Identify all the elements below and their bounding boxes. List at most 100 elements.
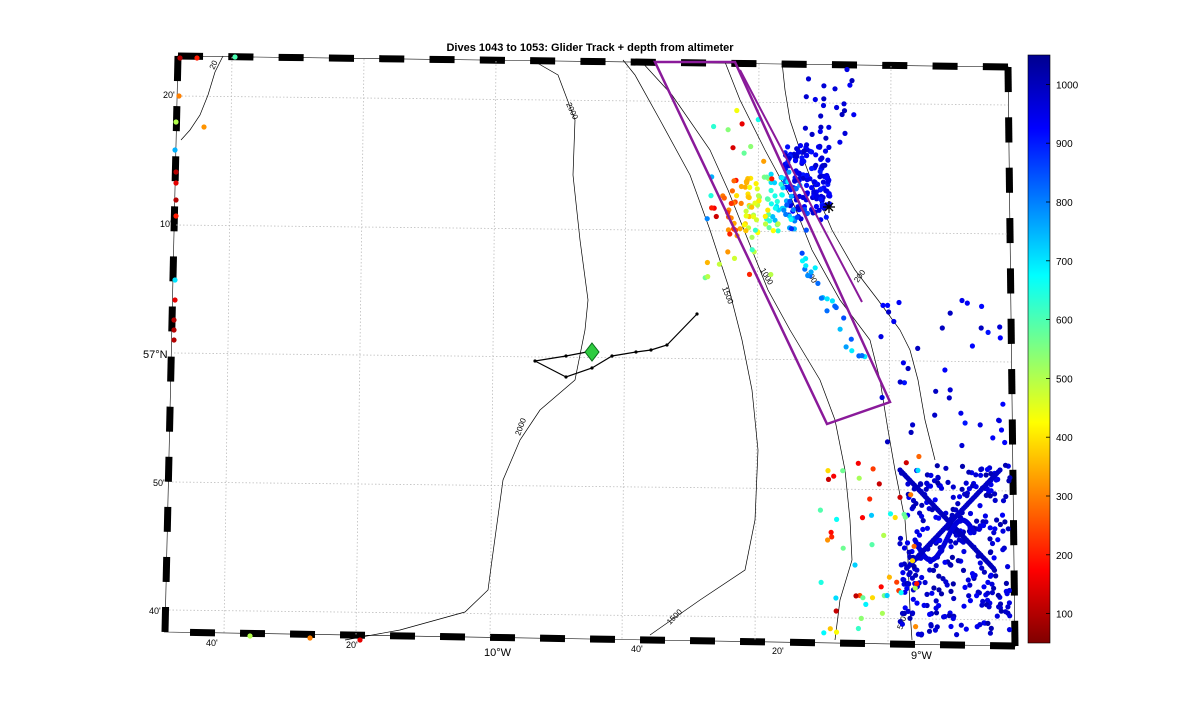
depth-point [749, 204, 755, 210]
depth-point [946, 613, 952, 619]
depth-point [992, 497, 998, 503]
depth-point [815, 280, 821, 286]
depth-point [822, 148, 829, 154]
depth-point [833, 629, 840, 635]
svg-text:10': 10' [160, 219, 172, 229]
depth-point [978, 472, 984, 478]
depth-point [814, 193, 820, 199]
depth-point [779, 192, 785, 198]
depth-point [829, 534, 835, 540]
depth-point [794, 153, 800, 159]
depth-point [713, 213, 719, 220]
depth-point [827, 626, 833, 632]
depth-point [991, 585, 997, 591]
depth-point [870, 466, 876, 472]
depth-point [983, 492, 989, 498]
depth-point [906, 549, 912, 555]
depth-point [942, 559, 948, 565]
depth-point [923, 486, 929, 492]
depth-point [818, 113, 824, 119]
depth-point [933, 388, 939, 394]
depth-point [989, 540, 996, 547]
depth-point [844, 66, 850, 73]
svg-text:50': 50' [153, 478, 165, 488]
depth-point [910, 596, 916, 602]
depth-point [904, 565, 910, 571]
depth-point [809, 185, 815, 191]
depth-point [962, 584, 968, 591]
depth-point [171, 327, 177, 333]
depth-point [903, 460, 909, 466]
depth-point [774, 198, 780, 205]
depth-point [914, 529, 920, 535]
depth-point [941, 614, 947, 620]
depth-point [770, 228, 776, 234]
depth-point [721, 195, 727, 201]
depth-point [819, 204, 825, 210]
depth-point [945, 479, 951, 485]
depth-point [992, 526, 998, 532]
depth-point [943, 465, 949, 471]
depth-point [1000, 401, 1006, 407]
depth-point [725, 127, 731, 133]
bathymetry-contours [180, 55, 936, 641]
depth-point [172, 297, 178, 303]
depth-point [900, 570, 906, 576]
depth-point [812, 96, 818, 103]
depth-point [734, 107, 740, 114]
depth-point [1006, 587, 1013, 594]
depth-point [171, 337, 177, 343]
depth-point [828, 529, 834, 535]
depth-point [947, 387, 953, 393]
depth-point [919, 513, 925, 519]
depth-point [738, 183, 745, 190]
depth-point [947, 561, 953, 568]
depth-point [775, 221, 781, 227]
depth-point [994, 613, 1000, 619]
depth-point [900, 576, 906, 583]
depth-point [916, 453, 922, 460]
depth-point [855, 460, 861, 466]
depth-point [914, 567, 920, 573]
depth-point [995, 537, 1001, 543]
depth-point [709, 205, 715, 211]
depth-point [894, 579, 900, 585]
depth-point [784, 202, 790, 208]
depth-point [915, 631, 922, 637]
depth-point [731, 178, 737, 184]
depth-point [826, 191, 832, 197]
depth-point [996, 417, 1002, 423]
depth-point [808, 269, 814, 275]
depth-point [898, 590, 904, 596]
asterisk-icon [823, 201, 835, 213]
depth-point [919, 502, 925, 508]
depth-point [1000, 547, 1006, 553]
depth-point [938, 591, 945, 597]
depth-point [817, 128, 823, 135]
depth-point [909, 558, 916, 564]
depth-point [172, 147, 178, 153]
depth-point [906, 571, 912, 578]
depth-point [997, 335, 1003, 341]
depth-point [788, 193, 795, 199]
depth-point [938, 485, 945, 491]
depth-point [879, 610, 886, 616]
depth-point [904, 585, 910, 592]
depth-point [967, 598, 974, 604]
depth-point [932, 497, 938, 503]
depth-point [988, 625, 994, 632]
depth-point [951, 595, 957, 602]
depth-point [194, 55, 200, 61]
depth-point [914, 581, 920, 587]
depth-point [868, 512, 875, 518]
depth-point [922, 579, 928, 586]
depth-point [823, 214, 829, 220]
depth-point [860, 595, 866, 601]
depth-point [833, 304, 839, 311]
depth-point [908, 429, 914, 435]
depth-point [1003, 493, 1009, 500]
depth-point [837, 326, 843, 332]
depth-point [177, 55, 183, 61]
depth-point [913, 572, 919, 578]
depth-point [742, 184, 748, 190]
